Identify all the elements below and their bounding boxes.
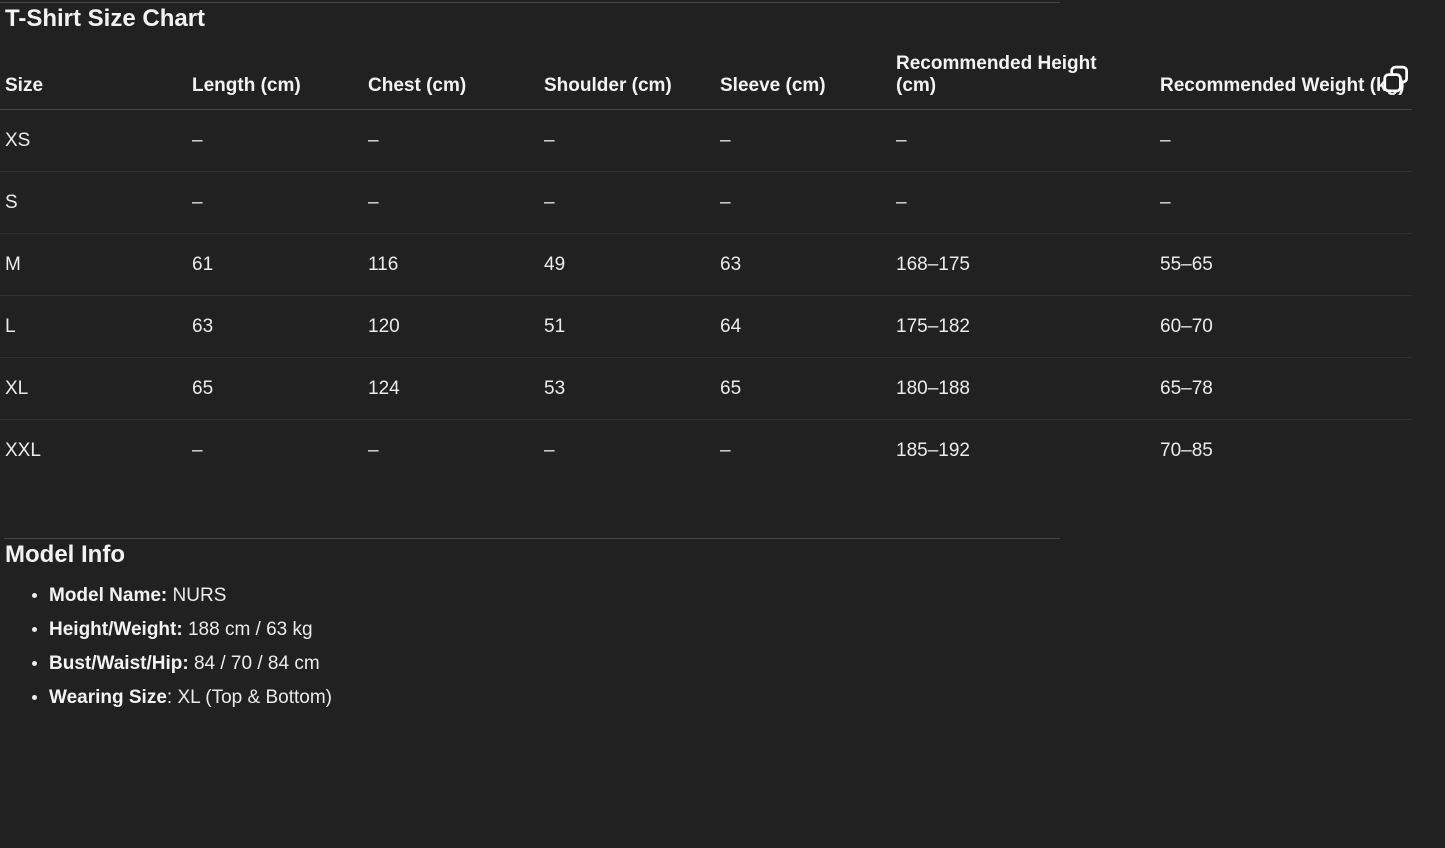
table-cell: 70–85	[1160, 440, 1213, 461]
table-cell: –	[1155, 109, 1412, 172]
column-header-sleeve: Sleeve (cm)	[715, 53, 891, 110]
table-cell: 64	[715, 295, 891, 358]
list-item-wearing-size: Wearing Size: XL (Top & Bottom)	[49, 683, 1445, 712]
list-item-value: 188 cm / 63 kg	[182, 619, 313, 640]
table-cell: –	[363, 171, 539, 234]
table-cell: 116	[363, 233, 539, 296]
table-cell: 53	[539, 357, 715, 420]
table-cell: –	[1155, 171, 1412, 234]
list-item-label: Wearing Size	[49, 687, 167, 708]
table-cell: 168–175	[891, 233, 1155, 296]
table-cell: –	[539, 171, 715, 234]
table-row-s: S – – – – – –	[0, 171, 1412, 234]
table-cell: 124	[363, 357, 539, 420]
table-cell: 63	[715, 233, 891, 296]
table-cell: –	[891, 171, 1155, 234]
list-item-label: Height/Weight:	[49, 619, 183, 640]
cell-size: L	[0, 295, 187, 358]
list-item-value: NURS	[167, 585, 227, 606]
model-info-title: Model Info	[5, 541, 125, 568]
section-divider	[4, 538, 1060, 539]
table-cell: –	[187, 109, 363, 172]
table-cell: 61	[187, 233, 363, 296]
list-item-height-weight: Height/Weight: 188 cm / 63 kg	[49, 615, 1445, 644]
column-header-chest: Chest (cm)	[363, 53, 539, 110]
list-item-value: : XL (Top & Bottom)	[166, 687, 332, 708]
table-cell: –	[720, 440, 731, 461]
table-cell: –	[363, 109, 539, 172]
table-cell: 180–188	[891, 357, 1155, 420]
list-item-label: Bust/Waist/Hip:	[49, 653, 189, 674]
table-cell: –	[192, 440, 203, 461]
header-row: Size Length (cm) Chest (cm) Shoulder (cm…	[0, 53, 1412, 110]
model-info-list: Model Name: NURS Height/Weight: 188 cm /…	[0, 581, 1445, 712]
list-item-model-name: Model Name: NURS	[49, 581, 1445, 610]
table-row-xxl: XXL – – – – 185–192 70–85	[0, 420, 1412, 482]
table-cell: –	[715, 109, 891, 172]
table-cell: 63	[187, 295, 363, 358]
column-header-rec-weight: Recommended Weight (kg)	[1155, 53, 1412, 110]
table-cell: –	[544, 440, 555, 461]
table-cell: 65	[715, 357, 891, 420]
table-row-m: M 61 116 49 63 168–175 55–65	[0, 233, 1412, 296]
top-divider	[0, 2, 1060, 3]
cell-size: XS	[0, 109, 187, 172]
table-cell: 65	[187, 357, 363, 420]
size-chart-table: Size Length (cm) Chest (cm) Shoulder (cm…	[0, 53, 1412, 481]
column-header-rec-height: Recommended Height (cm)	[891, 53, 1155, 110]
cell-size: XL	[0, 357, 187, 420]
table-cell: –	[368, 440, 379, 461]
column-header-size: Size	[0, 53, 187, 110]
table-cell: 49	[539, 233, 715, 296]
size-chart-table-wrap: Size Length (cm) Chest (cm) Shoulder (cm…	[0, 53, 1445, 481]
table-row-xl: XL 65 124 53 65 180–188 65–78	[0, 357, 1412, 420]
table-cell: –	[715, 171, 891, 234]
list-item-value: 84 / 70 / 84 cm	[188, 653, 320, 674]
cell-size: S	[0, 171, 187, 234]
table-cell: 60–70	[1155, 295, 1412, 358]
table-cell: –	[539, 109, 715, 172]
size-chart-title: T-Shirt Size Chart	[5, 5, 206, 32]
table-cell: 185–192	[896, 440, 970, 461]
table-cell: 51	[539, 295, 715, 358]
list-item-label: Model Name:	[49, 585, 168, 606]
column-header-shoulder: Shoulder (cm)	[539, 53, 715, 110]
table-row-l: L 63 120 51 64 175–182 60–70	[0, 295, 1412, 358]
table-cell: –	[187, 171, 363, 234]
copy-icon	[1381, 63, 1411, 95]
cell-size: M	[0, 233, 187, 296]
table-cell: 65–78	[1155, 357, 1412, 420]
table-cell: 55–65	[1155, 233, 1412, 296]
table-cell: 120	[363, 295, 539, 358]
copy-table-button[interactable]	[1379, 61, 1413, 97]
table-cell: 175–182	[891, 295, 1155, 358]
cell-size: XXL	[5, 440, 41, 461]
table-row-xs: XS – – – – – –	[0, 109, 1412, 172]
column-header-length: Length (cm)	[187, 53, 363, 110]
table-cell: –	[891, 109, 1155, 172]
list-item-bust-waist-hip: Bust/Waist/Hip: 84 / 70 / 84 cm	[49, 649, 1445, 678]
